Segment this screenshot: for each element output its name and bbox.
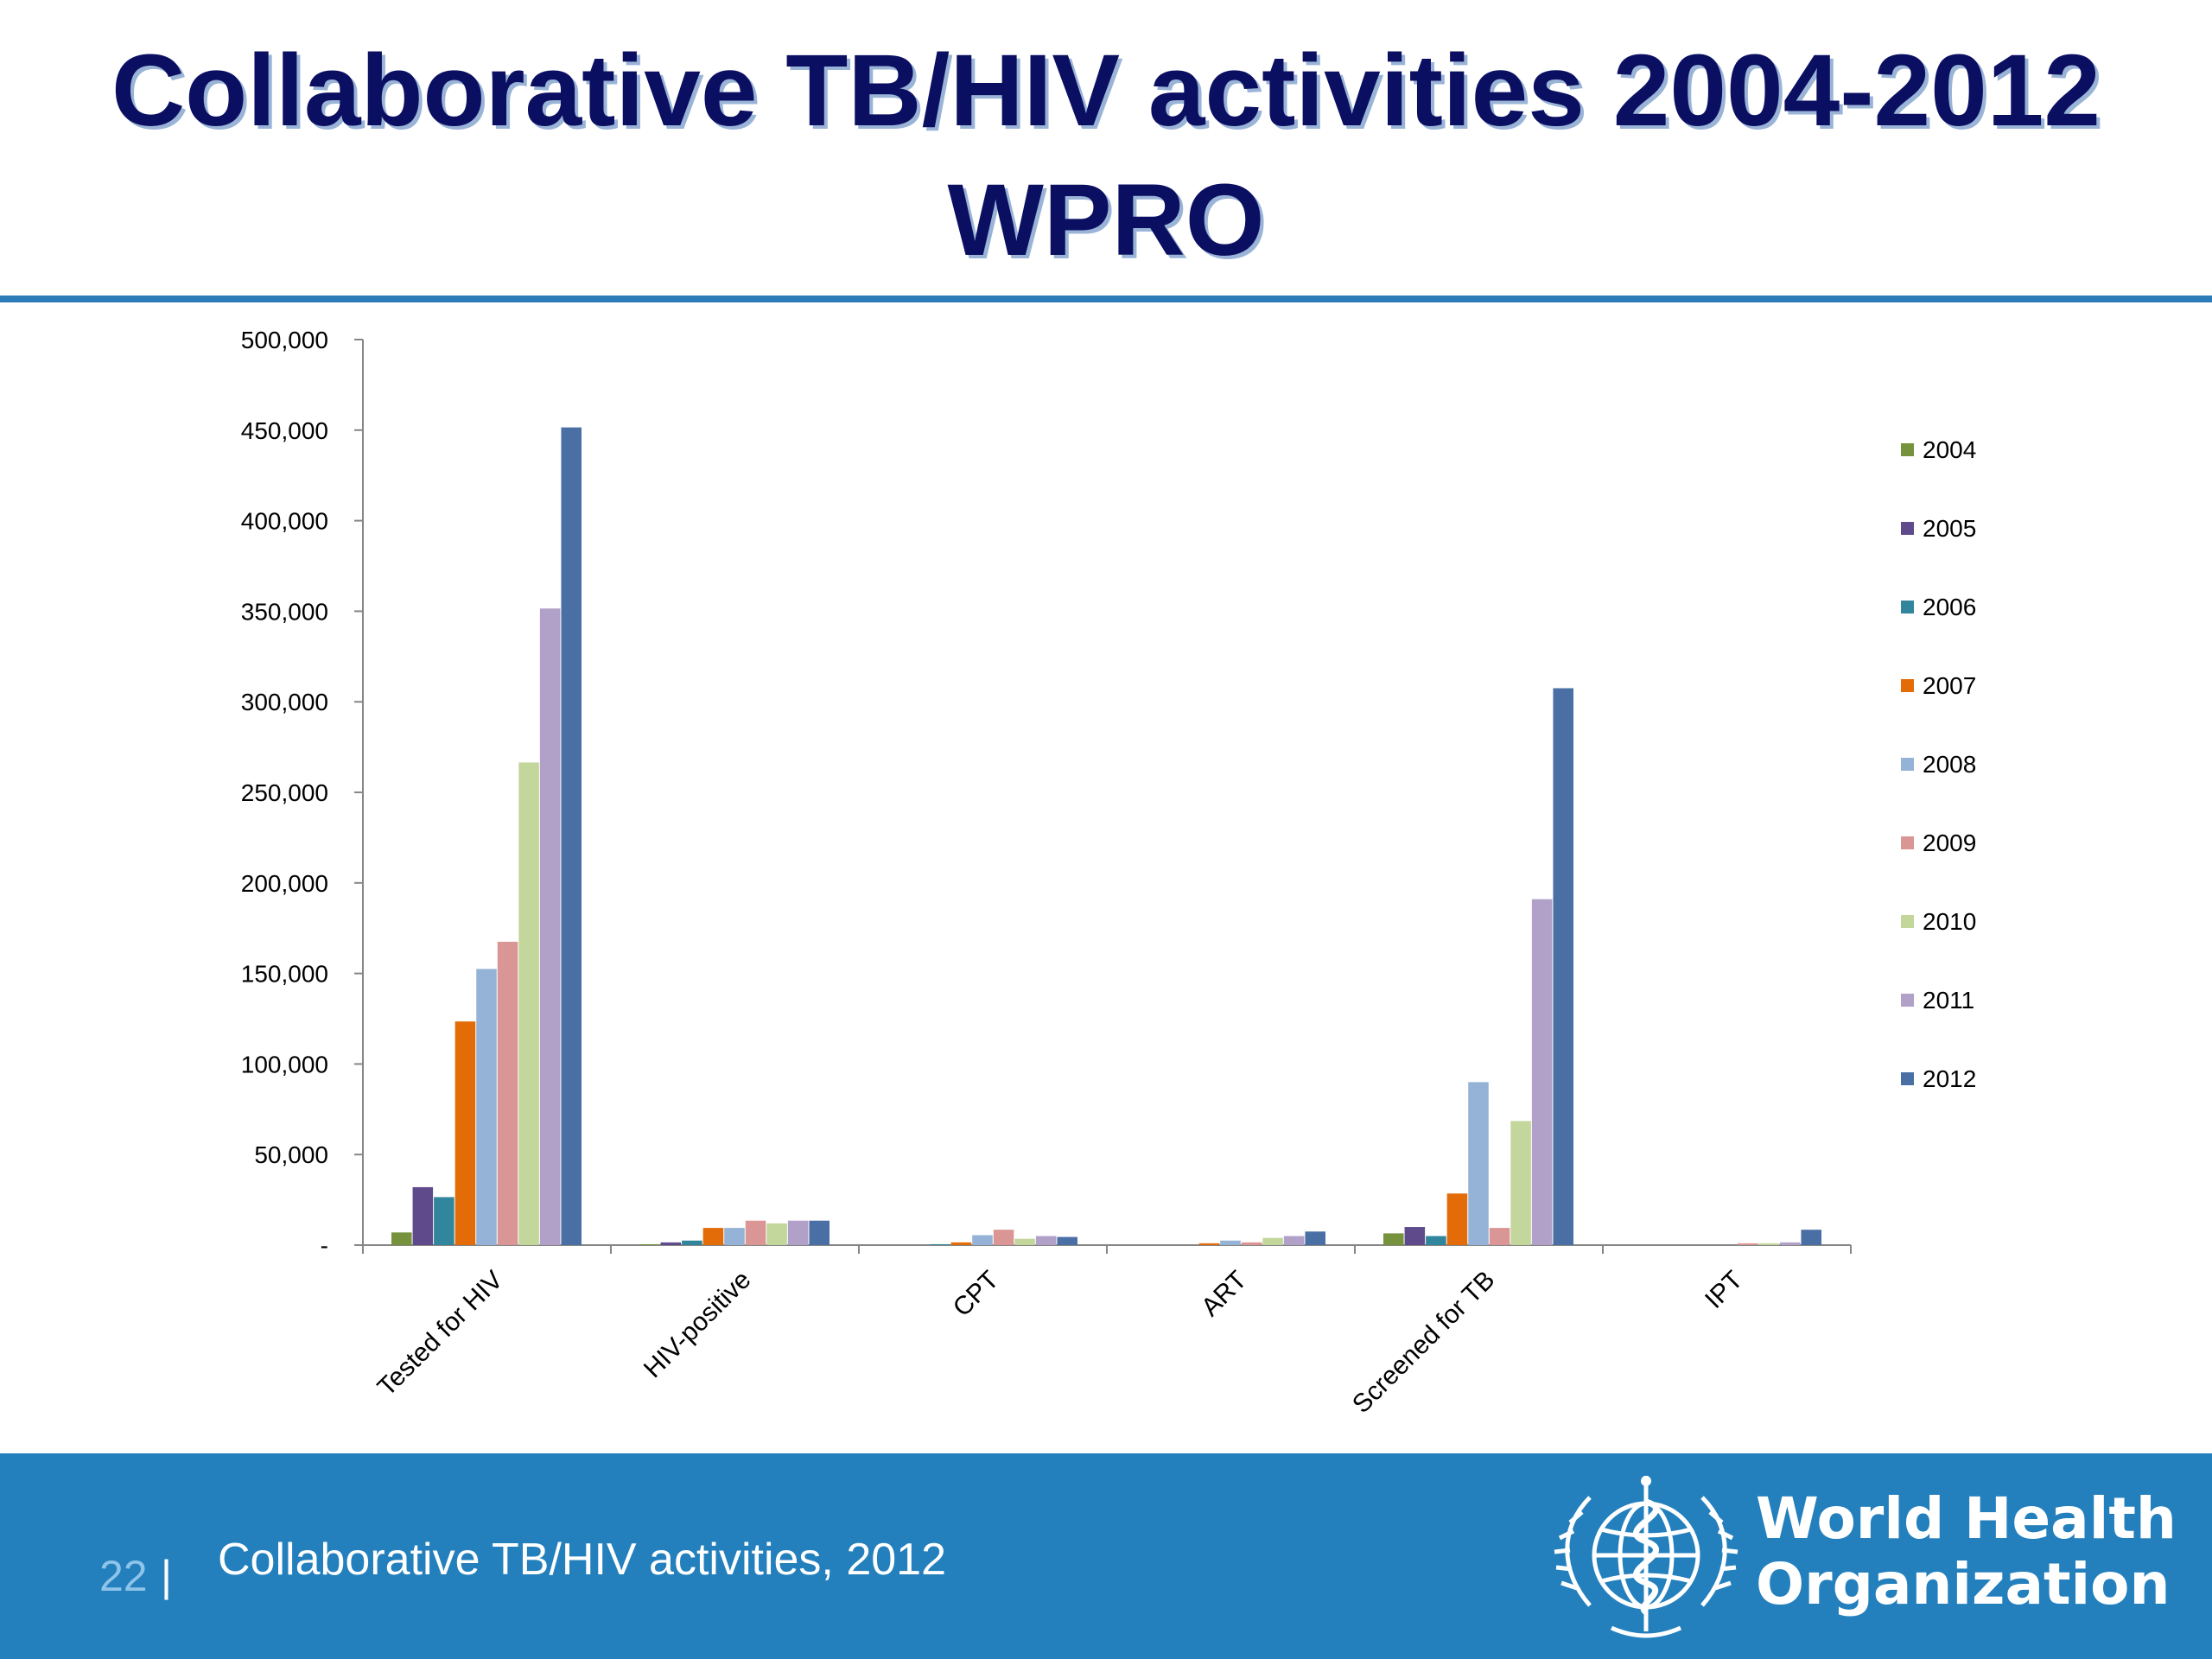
- bar-2005: [660, 1242, 682, 1245]
- bar-2006: [930, 1243, 950, 1245]
- legend-swatch-2007: [1901, 679, 1914, 692]
- legend-label-2009: 2009: [1923, 830, 1976, 856]
- legend-label-2012: 2012: [1923, 1065, 1976, 1092]
- bar-2011: [787, 1220, 809, 1245]
- x-category-label: Screened for TB: [1347, 1266, 1500, 1419]
- bar-2008: [1468, 1082, 1489, 1245]
- bar-2007: [454, 1021, 476, 1245]
- who-wordmark: World Health Organization: [1756, 1486, 2177, 1618]
- footer-bar: 22 | Collaborative TB/HIV activities, 20…: [0, 1453, 2212, 1659]
- y-tick-label: 100,000: [241, 1051, 328, 1077]
- bar-2012: [1305, 1231, 1325, 1245]
- bar-2009: [1737, 1243, 1758, 1245]
- y-tick-label: 200,000: [241, 870, 328, 897]
- bar-2008: [724, 1228, 745, 1245]
- bar-2010: [1262, 1237, 1283, 1245]
- bar-2012: [1057, 1236, 1077, 1245]
- x-category-label: CPT: [948, 1266, 1005, 1323]
- slide-title: Collaborative TB/HIV activities 2004-201…: [0, 26, 2212, 285]
- slide-number: 22: [99, 1552, 148, 1600]
- bar-2009: [993, 1230, 1014, 1245]
- bar-2011: [1283, 1236, 1305, 1245]
- bar-2006: [434, 1197, 454, 1245]
- y-tick-label: 250,000: [241, 779, 328, 806]
- legend-label-2006: 2006: [1923, 594, 1976, 620]
- y-tick-label: -: [321, 1232, 328, 1259]
- legend-label-2011: 2011: [1923, 987, 1974, 1014]
- bar-2012: [1553, 688, 1573, 1245]
- y-tick-label: 450,000: [241, 417, 328, 444]
- bar-2009: [745, 1220, 766, 1245]
- y-tick-label: 500,000: [241, 327, 328, 353]
- bar-2010: [766, 1223, 787, 1245]
- legend-swatch-2012: [1901, 1072, 1914, 1085]
- y-tick-label: 300,000: [241, 689, 328, 715]
- legend-label-2007: 2007: [1923, 672, 1976, 699]
- legend-label-2010: 2010: [1923, 908, 1976, 935]
- bar-2007: [1446, 1193, 1468, 1245]
- x-category-label: ART: [1196, 1266, 1252, 1322]
- bar-2008: [1220, 1240, 1241, 1245]
- legend-swatch-2004: [1901, 443, 1914, 456]
- legend-swatch-2011: [1901, 994, 1914, 1007]
- x-category-label: IPT: [1700, 1266, 1748, 1314]
- y-tick-label: 150,000: [241, 961, 328, 988]
- bar-2010: [1014, 1238, 1035, 1245]
- who-emblem-icon: [1554, 1476, 1738, 1638]
- legend-swatch-2010: [1901, 915, 1914, 928]
- title-divider: [0, 296, 2212, 302]
- legend-swatch-2005: [1901, 522, 1914, 535]
- y-tick-label: 50,000: [254, 1141, 328, 1168]
- slide-title-line-1: Collaborative TB/HIV activities 2004-201…: [111, 34, 2101, 148]
- bar-2012: [1801, 1230, 1821, 1245]
- footer-caption: Collaborative TB/HIV activities, 2012: [218, 1535, 946, 1585]
- bars: [391, 427, 1821, 1245]
- bar-2008: [972, 1235, 993, 1245]
- bar-2009: [497, 941, 518, 1245]
- legend-swatch-2009: [1901, 836, 1914, 849]
- bar-2010: [1510, 1121, 1531, 1245]
- bar-2011: [1035, 1236, 1057, 1245]
- legend-swatch-2008: [1901, 758, 1914, 771]
- bar-2010: [1758, 1243, 1779, 1245]
- y-tick-label: 400,000: [241, 508, 328, 535]
- bar-2004: [1383, 1233, 1404, 1245]
- bar-chart: - 50,000 100,000 150,000 200,000 250,000 300,0…: [241, 327, 1977, 1419]
- x-category-label: Tested for HIV: [372, 1266, 509, 1402]
- slide-number-separator: |: [161, 1552, 172, 1600]
- bar-2005: [412, 1186, 434, 1245]
- legend-label-2005: 2005: [1923, 515, 1976, 542]
- bar-2011: [1779, 1242, 1801, 1245]
- bar-2007: [950, 1242, 972, 1245]
- legend-label-2008: 2008: [1923, 751, 1976, 778]
- bar-2008: [476, 969, 497, 1245]
- y-axis: - 50,000 100,000 150,000 200,000 250,000 300,0…: [241, 327, 364, 1259]
- bar-2007: [1198, 1243, 1220, 1245]
- x-axis: Tested for HIV HIV-positive CPT ART Screened…: [362, 1244, 1852, 1419]
- legend-label-2004: 2004: [1923, 436, 1976, 463]
- bar-2011: [1531, 899, 1553, 1245]
- legend: 2004 2005 2006 2007 2008 2009 2010 2011 2012: [1901, 436, 1976, 1092]
- bar-2005: [1404, 1227, 1426, 1245]
- bar-2012: [809, 1220, 830, 1245]
- bar-2009: [1241, 1242, 1262, 1245]
- legend-swatch-2006: [1901, 601, 1914, 613]
- who-name-line-1: World Health: [1756, 1485, 2177, 1552]
- who-name-line-2: Organization: [1756, 1551, 2171, 1618]
- bar-2004: [391, 1232, 412, 1245]
- x-category-label: HIV-positive: [639, 1266, 757, 1384]
- bar-2012: [561, 427, 582, 1245]
- bar-2010: [518, 762, 539, 1245]
- slide-title-line-2: WPRO: [947, 163, 1265, 277]
- bar-2007: [702, 1228, 724, 1245]
- bar-2011: [539, 608, 561, 1245]
- bar-2006: [682, 1240, 702, 1245]
- bar-2009: [1489, 1228, 1510, 1245]
- y-tick-label: 350,000: [241, 598, 328, 625]
- bar-2004: [639, 1243, 660, 1245]
- bar-2006: [1426, 1236, 1446, 1245]
